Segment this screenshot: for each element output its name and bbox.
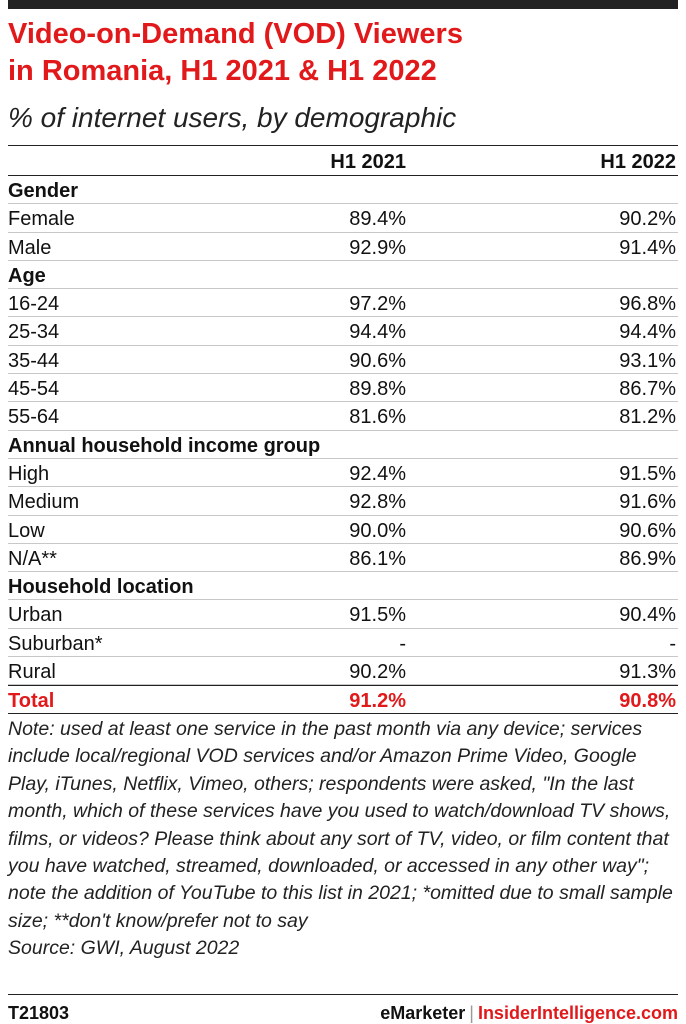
row-label: 35-44	[8, 349, 60, 372]
chart-title: Video-on-Demand (VOD) Viewers in Romania…	[8, 16, 678, 90]
note-text: Note: used at least one service in the p…	[8, 718, 673, 932]
cell-h1-2021: 86.1%	[349, 547, 406, 570]
cell-h1-2021: 90.6%	[349, 349, 406, 372]
table-row: 16-24 97.2% 96.8%	[8, 289, 678, 318]
cell-h1-2022: 90.6%	[619, 519, 676, 542]
table-header-row: H1 2021 H1 2022	[8, 145, 678, 176]
cell-h1-2022: 81.2%	[619, 406, 676, 429]
group-label: Annual household income group	[8, 434, 321, 457]
cell-h1-2022: 94.4%	[619, 321, 676, 344]
cell-h1-2021: -	[399, 632, 406, 655]
cell-h1-2022: 91.6%	[619, 491, 676, 514]
title-line-1: Video-on-Demand (VOD) Viewers	[8, 18, 463, 50]
group-label: Gender	[8, 180, 79, 202]
cell-h1-2022: 91.5%	[619, 462, 676, 485]
cell-h1-2021: 90.0%	[349, 519, 406, 542]
cell-h1-2021: 92.8%	[349, 491, 406, 514]
chart-subtitle: % of internet users, by demographic	[8, 102, 457, 133]
cell-h1-2022: 90.8%	[619, 690, 676, 713]
table-row: High 92.4% 91.5%	[8, 459, 678, 488]
cell-h1-2021: 94.4%	[349, 321, 406, 344]
table-row: Male 92.9% 91.4%	[8, 233, 678, 261]
cell-h1-2021: 92.9%	[349, 236, 406, 259]
group-header-row: Gender	[8, 176, 678, 205]
row-label: Rural	[8, 661, 56, 684]
data-table: H1 2021 H1 2022 Gender Female 89.4% 90.2% Ma…	[8, 145, 678, 714]
row-label: N/A**	[8, 547, 57, 570]
group-label: Age	[8, 264, 46, 287]
cell-h1-2022: 93.1%	[619, 349, 676, 372]
source-text: Source: GWI, August 2022	[8, 937, 240, 960]
table-row: Medium 92.8% 91.6%	[8, 487, 678, 516]
cell-h1-2021: 92.4%	[349, 462, 406, 485]
table-row: Suburban* - -	[8, 629, 678, 658]
group-header-row: Annual household income group	[8, 431, 678, 459]
brand-insider-intelligence: InsiderIntelligence.com	[477, 1003, 678, 1023]
table-row: 25-34 94.4% 94.4%	[8, 317, 678, 346]
cell-h1-2021: 91.5%	[349, 604, 406, 627]
row-label: Urban	[8, 604, 63, 627]
chart-note: Note: used at least one service in the p…	[8, 716, 680, 963]
cell-h1-2022: 90.4%	[619, 604, 676, 627]
table-row: Female 89.4% 90.2%	[8, 204, 678, 233]
cell-h1-2021: 97.2%	[349, 293, 406, 316]
cell-h1-2022: -	[669, 632, 676, 655]
row-label: Total	[8, 690, 55, 713]
brand-emarketer: eMarketer	[380, 1003, 466, 1023]
row-label: 55-64	[8, 406, 60, 429]
cell-h1-2021: 91.2%	[349, 690, 406, 713]
cell-h1-2022: 86.7%	[619, 378, 676, 401]
brand-separator: |	[469, 1003, 474, 1023]
total-row: Total 91.2% 90.8%	[8, 685, 678, 714]
row-label: Low	[8, 519, 45, 542]
table-row: N/A** 86.1% 86.9%	[8, 544, 678, 573]
row-label: 45-54	[8, 378, 60, 401]
title-line-2: in Romania, H1 2021 & H1 2022	[8, 55, 437, 87]
row-label: 16-24	[8, 293, 60, 316]
table-row: Low 90.0% 90.6%	[8, 516, 678, 544]
footer: T21803 eMarketer | InsiderIntelligence.com	[8, 994, 678, 1023]
table-row: Rural 90.2% 91.3%	[8, 657, 678, 686]
cell-h1-2021: 89.4%	[349, 208, 406, 231]
brand-line: eMarketer | InsiderIntelligence.com	[380, 1003, 678, 1024]
row-label: Female	[8, 208, 75, 231]
column-header-h1-2021: H1 2021	[330, 151, 406, 173]
chart-code: T21803	[8, 1003, 70, 1023]
table-row: 55-64 81.6% 81.2%	[8, 402, 678, 431]
row-label: Male	[8, 236, 52, 259]
row-label: Suburban*	[8, 632, 103, 655]
table-row: 45-54 89.8% 86.7%	[8, 374, 678, 403]
cell-h1-2022: 91.3%	[619, 661, 676, 684]
group-header-row: Age	[8, 261, 678, 290]
top-bar	[8, 0, 678, 9]
cell-h1-2021: 89.8%	[349, 378, 406, 401]
cell-h1-2022: 90.2%	[619, 208, 676, 231]
column-header-h1-2022: H1 2022	[600, 151, 676, 173]
table-row: 35-44 90.6% 93.1%	[8, 346, 678, 375]
cell-h1-2022: 91.4%	[619, 236, 676, 259]
row-label: 25-34	[8, 321, 60, 344]
row-label: High	[8, 462, 50, 485]
table-row: Urban 91.5% 90.4%	[8, 600, 678, 629]
cell-h1-2022: 96.8%	[619, 293, 676, 316]
group-header-row: Household location	[8, 572, 678, 601]
cell-h1-2021: 81.6%	[349, 406, 406, 429]
cell-h1-2021: 90.2%	[349, 661, 406, 684]
group-label: Household location	[8, 576, 194, 599]
row-label: Medium	[8, 491, 80, 514]
cell-h1-2022: 86.9%	[619, 547, 676, 570]
